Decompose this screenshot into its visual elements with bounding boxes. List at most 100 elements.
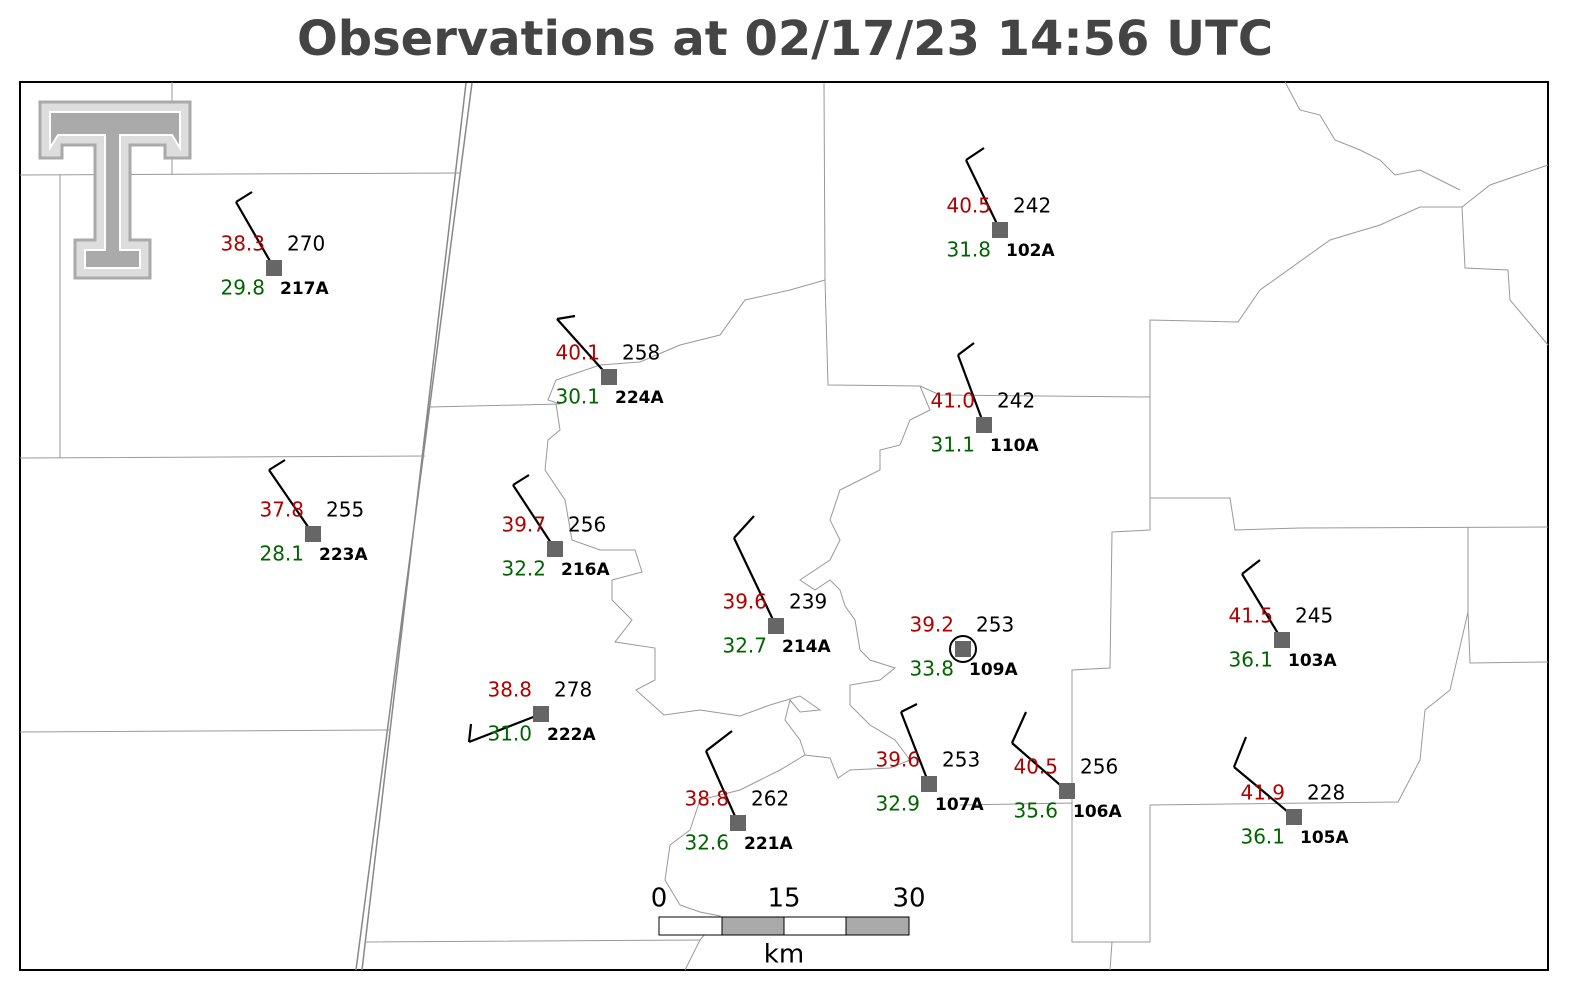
county-lines bbox=[547, 82, 1549, 531]
station: 38.8 262 32.6 221A bbox=[684, 730, 793, 855]
scale-segment bbox=[721, 916, 785, 936]
station: 40.1 258 30.1 224A bbox=[555, 314, 664, 409]
dewpoint: 32.2 bbox=[501, 557, 546, 581]
scale-label: 0 bbox=[651, 884, 668, 914]
dewpoint: 31.8 bbox=[946, 238, 991, 262]
station: 41.0 242 31.1 110A bbox=[930, 342, 1039, 457]
temperature: 37.8 bbox=[259, 498, 304, 522]
dewpoint: 28.1 bbox=[259, 542, 304, 566]
temperature: 38.3 bbox=[220, 232, 265, 256]
calm-circle bbox=[949, 635, 977, 663]
temperature: 38.8 bbox=[684, 787, 729, 811]
station: 38.3 270 29.8 217A bbox=[220, 191, 329, 300]
wind-barb bbox=[1241, 559, 1283, 641]
station-marker bbox=[547, 541, 563, 557]
station-marker bbox=[921, 776, 937, 792]
wind-barb bbox=[467, 712, 542, 744]
value: 270 bbox=[287, 232, 325, 256]
scale-unit: km bbox=[764, 940, 804, 970]
temperature: 39.2 bbox=[909, 613, 954, 637]
station-id: 222A bbox=[547, 725, 596, 745]
value: 239 bbox=[789, 590, 827, 614]
temperature: 40.5 bbox=[1013, 755, 1058, 779]
boundaries bbox=[19, 81, 1549, 971]
wind-barb bbox=[733, 515, 777, 627]
dewpoint: 31.1 bbox=[930, 433, 975, 457]
value: 255 bbox=[326, 498, 364, 522]
station-id: 102A bbox=[1006, 241, 1055, 261]
station: 41.9 228 36.1 105A bbox=[1232, 736, 1349, 849]
temperature: 39.7 bbox=[501, 513, 546, 537]
station-id: 109A bbox=[969, 660, 1018, 680]
wind-barb bbox=[956, 342, 986, 426]
dewpoint: 29.8 bbox=[220, 276, 265, 300]
wind-barb bbox=[235, 191, 275, 269]
scale-label: 15 bbox=[767, 884, 800, 914]
value: 228 bbox=[1307, 781, 1345, 805]
value: 278 bbox=[554, 678, 592, 702]
station-id: 216A bbox=[561, 560, 610, 580]
dewpoint: 32.6 bbox=[684, 831, 729, 855]
scale-bar: 0 15 30 km bbox=[651, 884, 926, 970]
temperature: 40.5 bbox=[946, 194, 991, 218]
scale-segment bbox=[783, 916, 847, 936]
state-line bbox=[355, 82, 473, 971]
wind-barb bbox=[556, 314, 610, 378]
wind-barb bbox=[268, 459, 314, 535]
dewpoint: 30.1 bbox=[555, 385, 600, 409]
temperature: 41.9 bbox=[1240, 781, 1285, 805]
dewpoint: 32.7 bbox=[722, 634, 767, 658]
wind-barb bbox=[1010, 711, 1068, 792]
station: 41.5 245 36.1 103A bbox=[1228, 559, 1337, 672]
logo bbox=[38, 100, 192, 280]
station-id: 107A bbox=[935, 795, 984, 815]
station-marker bbox=[601, 369, 617, 385]
value: 256 bbox=[568, 513, 606, 537]
station: 37.8 255 28.1 223A bbox=[259, 459, 368, 566]
station-marker bbox=[1059, 783, 1075, 799]
dewpoint: 36.1 bbox=[1228, 648, 1273, 672]
station: 39.6 239 32.7 214A bbox=[722, 515, 831, 658]
county-lines bbox=[1284, 81, 1461, 191]
station: 38.8 278 31.0 222A bbox=[467, 678, 596, 746]
station-marker bbox=[976, 417, 992, 433]
value: 242 bbox=[1013, 194, 1051, 218]
station: 39.2 253 33.8 109A bbox=[909, 613, 1018, 681]
station-marker bbox=[730, 815, 746, 831]
station-id: 217A bbox=[280, 279, 329, 299]
dewpoint: 35.6 bbox=[1013, 799, 1058, 823]
station-marker bbox=[1286, 809, 1302, 825]
station-id: 106A bbox=[1073, 802, 1122, 822]
dewpoint: 33.8 bbox=[909, 657, 954, 681]
station-id: 224A bbox=[615, 388, 664, 408]
dewpoint: 32.9 bbox=[875, 792, 920, 816]
temperature: 39.6 bbox=[722, 590, 767, 614]
value: 262 bbox=[751, 787, 789, 811]
title: Observations at 02/17/23 14:56 UTC bbox=[297, 11, 1273, 67]
dewpoint: 36.1 bbox=[1240, 825, 1285, 849]
wind-barb bbox=[899, 703, 931, 785]
station-id: 110A bbox=[990, 436, 1039, 456]
scale-label: 30 bbox=[892, 884, 925, 914]
value: 258 bbox=[622, 341, 660, 365]
value: 242 bbox=[997, 389, 1035, 413]
station: 40.5 242 31.8 102A bbox=[946, 147, 1055, 262]
value: 253 bbox=[976, 613, 1014, 637]
wind-barb bbox=[704, 730, 740, 824]
temperature: 41.0 bbox=[930, 389, 975, 413]
temperature: 38.8 bbox=[487, 678, 532, 702]
station-id: 214A bbox=[782, 637, 831, 657]
station: 39.7 256 32.2 216A bbox=[501, 474, 610, 581]
station-marker bbox=[305, 526, 321, 542]
map: 38.3 270 29.8 217A 40.1 258 30.1 224A 37.8 255 28.… bbox=[19, 81, 1549, 971]
wind-barb bbox=[1232, 736, 1295, 818]
station-marker bbox=[266, 260, 282, 276]
station-id: 103A bbox=[1288, 651, 1337, 671]
station-id: 221A bbox=[744, 834, 793, 854]
temperature: 41.5 bbox=[1228, 604, 1273, 628]
station-marker bbox=[1274, 632, 1290, 648]
scale-segment bbox=[658, 916, 723, 936]
value: 256 bbox=[1080, 755, 1118, 779]
station: 40.5 256 35.6 106A bbox=[1010, 711, 1122, 823]
